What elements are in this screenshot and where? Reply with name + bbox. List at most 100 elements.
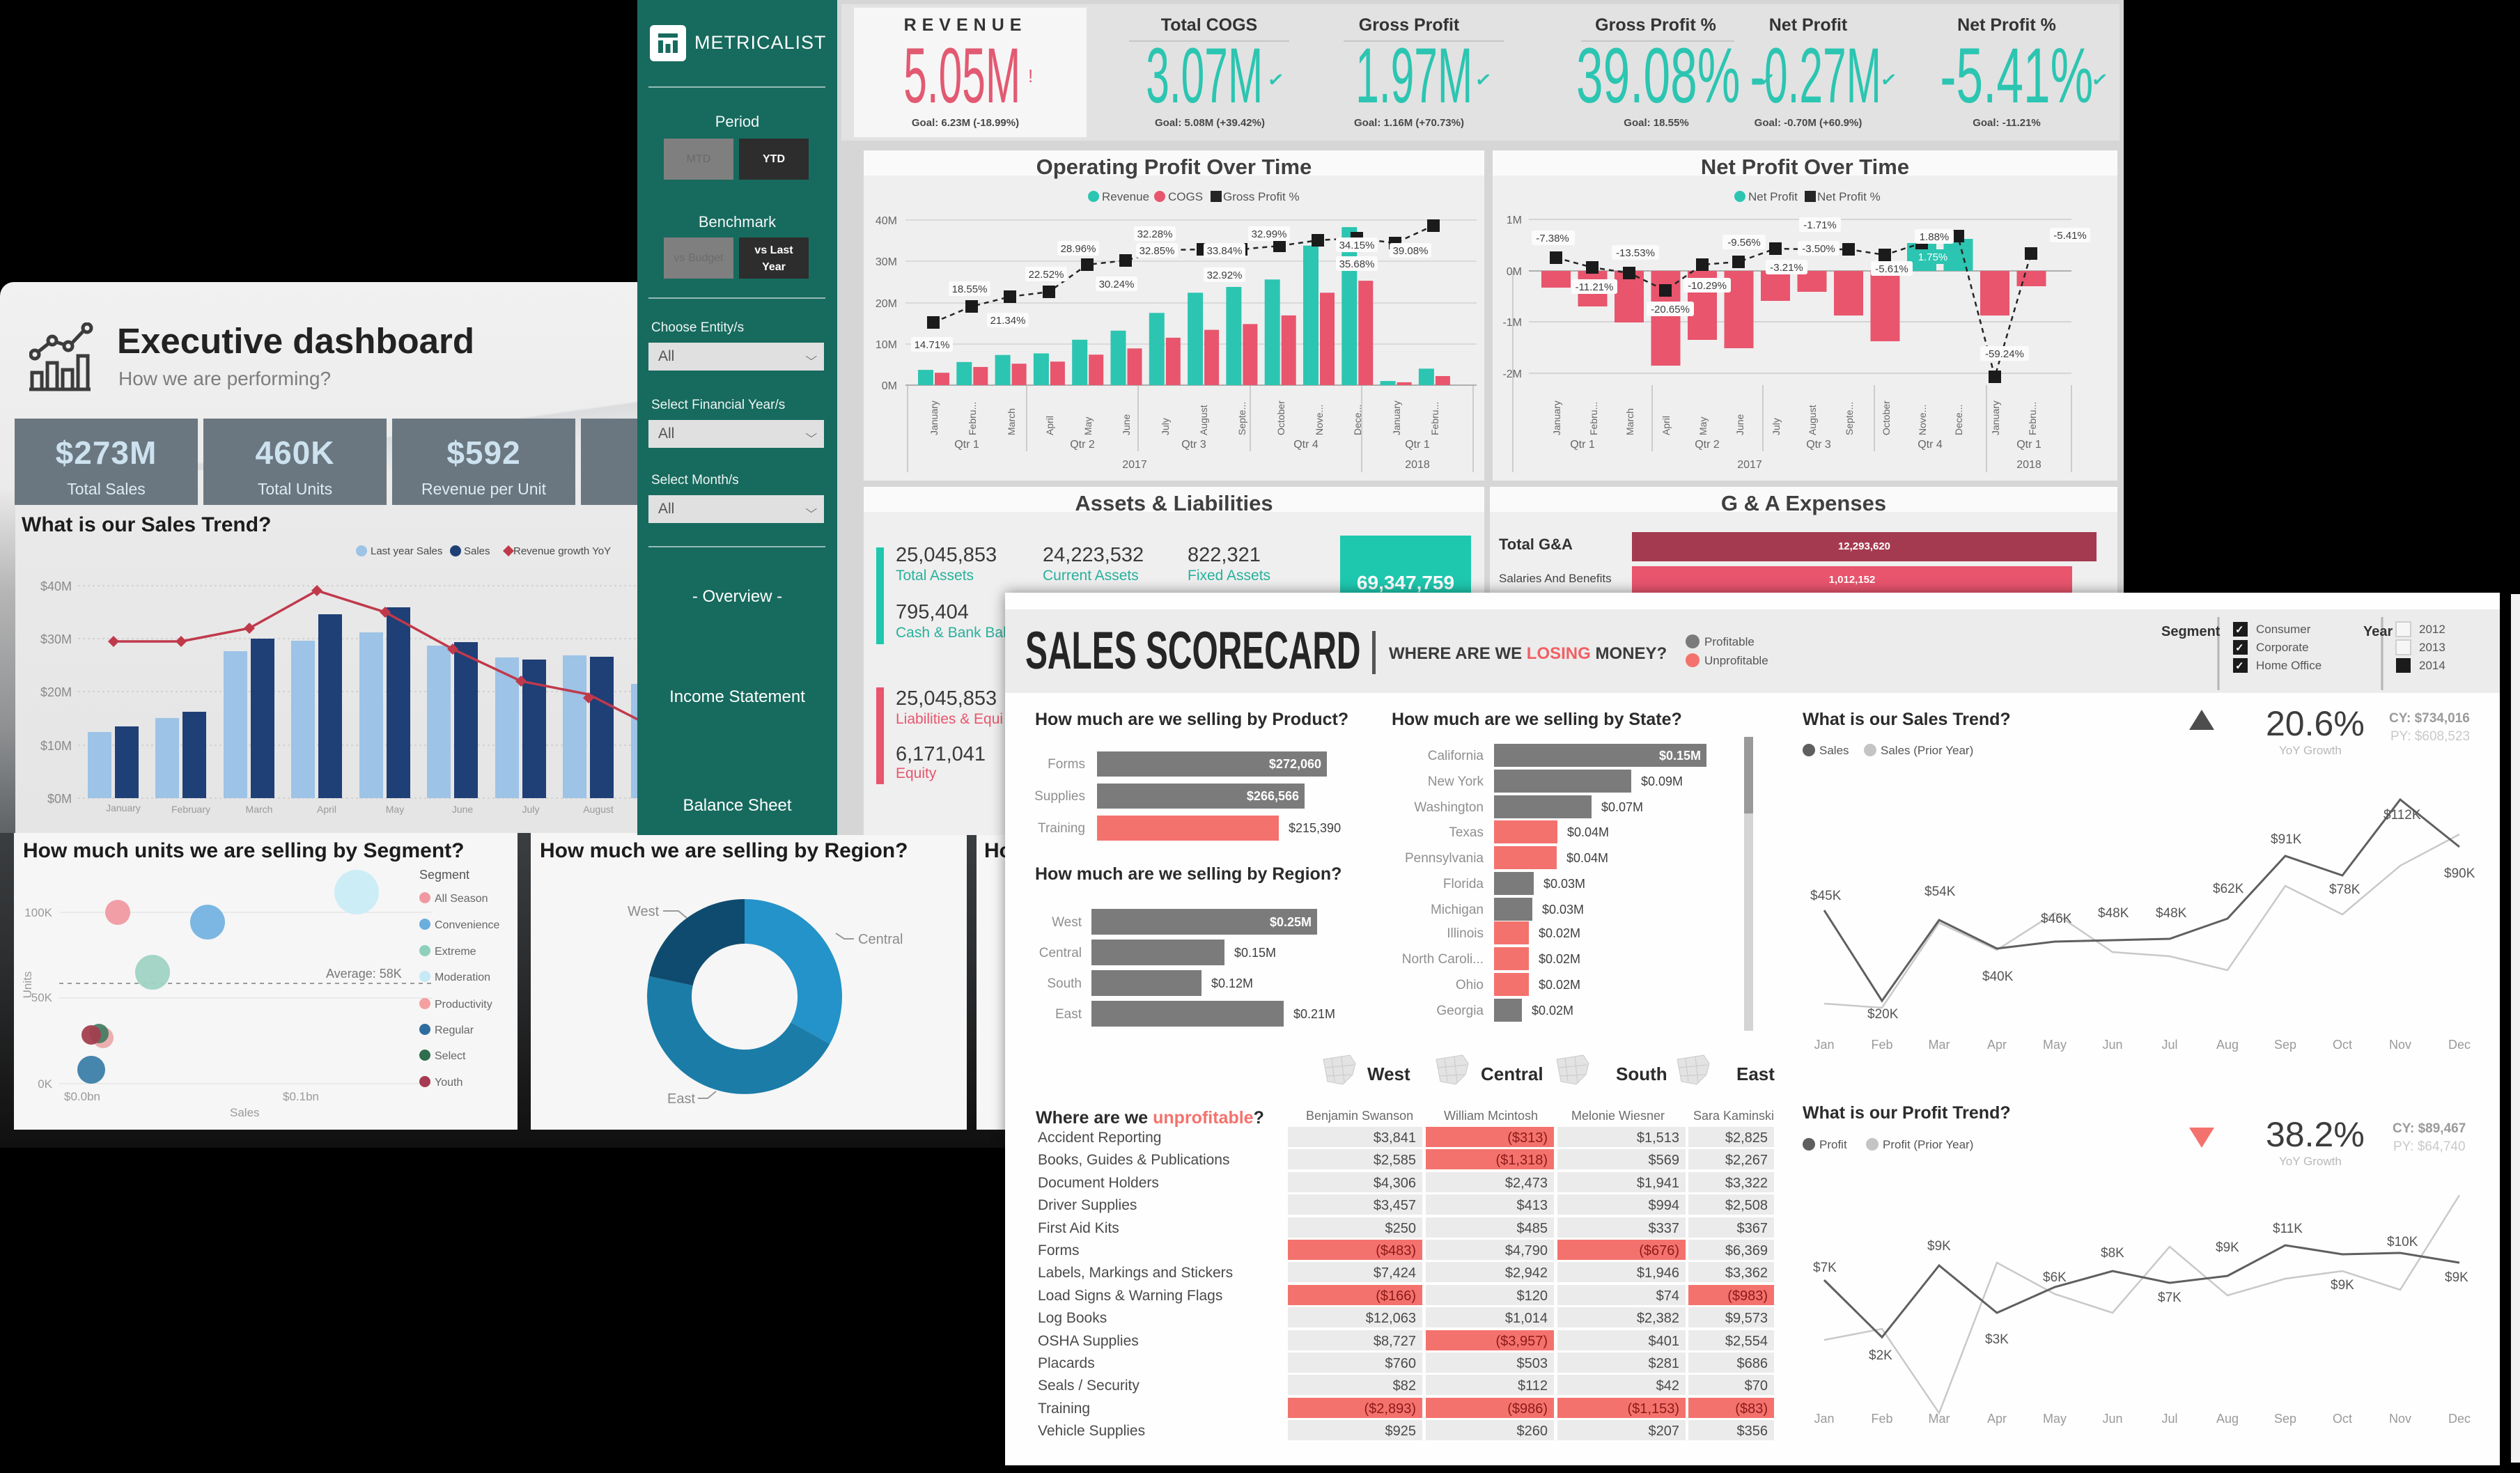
svg-text:May: May (386, 804, 404, 815)
svg-text:$120: $120 (1517, 1288, 1548, 1304)
svg-text:50K: 50K (31, 991, 53, 1004)
svg-text:($83): ($83) (1735, 1401, 1768, 1417)
svg-text:$0.02M: $0.02M (1532, 1004, 1573, 1018)
svg-text:$0.09M: $0.09M (1641, 774, 1683, 788)
svg-text:$337: $337 (1649, 1221, 1680, 1236)
svg-text:$6K: $6K (2043, 1270, 2067, 1285)
svg-text:Pennsylvania: Pennsylvania (1405, 851, 1484, 866)
svg-text:$9K: $9K (2331, 1278, 2354, 1293)
svg-text:Qtr 3: Qtr 3 (1181, 439, 1206, 451)
svg-text:March: March (1006, 408, 1017, 435)
svg-text:($1,318): ($1,318) (1496, 1153, 1548, 1168)
svg-text:Average: 58K: Average: 58K (326, 967, 402, 981)
svg-text:$250: $250 (1385, 1221, 1417, 1236)
svg-text:0M: 0M (1507, 266, 1522, 278)
svg-text:$9K: $9K (1927, 1239, 1951, 1254)
svg-text:$0.03M: $0.03M (1542, 903, 1584, 917)
svg-text:$0.21M: $0.21M (1293, 1007, 1335, 1021)
svg-text:$4,306: $4,306 (1374, 1176, 1416, 1191)
svg-text:Year: Year (2363, 624, 2393, 639)
svg-text:28.96%: 28.96% (1061, 243, 1096, 255)
svg-text:Seals / Security: Seals / Security (1038, 1378, 1140, 1394)
svg-text:$3,457: $3,457 (1374, 1198, 1416, 1213)
svg-text:$7,424: $7,424 (1374, 1265, 1416, 1281)
svg-text:$90K: $90K (2444, 866, 2475, 881)
svg-text:$74: $74 (1656, 1288, 1679, 1304)
svg-text:PY: $608,523: PY: $608,523 (2390, 729, 2470, 744)
svg-text:$0.02M: $0.02M (1539, 952, 1580, 966)
svg-text:Books, Guides & Publications: Books, Guides & Publications (1038, 1152, 1229, 1168)
svg-text:William Mcintosh: William Mcintosh (1444, 1109, 1538, 1123)
svg-text:Aug: Aug (2216, 1038, 2239, 1052)
svg-text:$0.02M: $0.02M (1539, 978, 1580, 992)
svg-text:$48K: $48K (2098, 906, 2129, 921)
svg-text:Driver Supplies: Driver Supplies (1038, 1197, 1137, 1213)
svg-text:$10M: $10M (40, 739, 72, 753)
svg-text:-1M: -1M (1502, 317, 1522, 329)
svg-text:West: West (1367, 1063, 1410, 1084)
svg-text:$10K: $10K (2387, 1235, 2418, 1249)
svg-text:($313): ($313) (1507, 1130, 1548, 1146)
svg-text:30M: 30M (876, 256, 897, 268)
svg-text:West: West (628, 904, 660, 919)
svg-text:Qtr 1: Qtr 1 (954, 439, 979, 451)
svg-text:Moderation: Moderation (435, 972, 490, 983)
svg-text:($2,893): ($2,893) (1364, 1401, 1417, 1417)
svg-text:Central: Central (1039, 946, 1082, 960)
svg-text:Gross Profit %: Gross Profit % (1223, 190, 1300, 203)
svg-text:$266,566: $266,566 (1247, 789, 1299, 803)
svg-text:Qtr 1: Qtr 1 (1405, 439, 1430, 451)
svg-text:1.75%: 1.75% (1918, 251, 1948, 263)
svg-text:January: January (928, 400, 940, 435)
svg-text:Qtr 4: Qtr 4 (1918, 439, 1943, 451)
svg-text:100K: 100K (24, 906, 52, 919)
svg-text:Last year Sales: Last year Sales (371, 545, 442, 557)
svg-text:18.55%: 18.55% (952, 283, 988, 295)
svg-text:$1,014: $1,014 (1505, 1311, 1548, 1326)
svg-text:$1,513: $1,513 (1637, 1130, 1679, 1146)
svg-text:Revenue growth YoY: Revenue growth YoY (513, 545, 611, 557)
svg-text:Training: Training (1038, 1401, 1090, 1417)
svg-text:-2M: -2M (1502, 368, 1522, 380)
svg-text:West: West (1052, 915, 1082, 930)
svg-text:$40K: $40K (1982, 969, 2014, 984)
svg-text:21.34%: 21.34% (990, 315, 1026, 327)
svg-text:Select: Select (435, 1050, 466, 1062)
svg-text:($3,957): ($3,957) (1496, 1334, 1548, 1349)
svg-text:2017: 2017 (1122, 459, 1147, 471)
svg-text:$0.02M: $0.02M (1539, 926, 1580, 940)
svg-text:Productivity: Productivity (435, 999, 492, 1011)
svg-text:Georgia: Georgia (1436, 1004, 1484, 1018)
svg-text:-11.21%: -11.21% (1576, 281, 1614, 293)
svg-text:$569: $569 (1649, 1153, 1680, 1168)
svg-text:$485: $485 (1517, 1221, 1548, 1236)
svg-text:Central: Central (858, 932, 903, 947)
svg-text:$40M: $40M (40, 579, 72, 593)
svg-text:✓: ✓ (2235, 642, 2244, 654)
svg-text:($986): ($986) (1507, 1401, 1548, 1417)
svg-text:38.2%: 38.2% (2266, 1115, 2365, 1154)
svg-text:$0.1bn: $0.1bn (283, 1090, 319, 1103)
svg-text:$6,369: $6,369 (1725, 1243, 1768, 1258)
svg-text:May: May (2043, 1038, 2067, 1052)
svg-text:2013: 2013 (2419, 641, 2445, 654)
svg-text:Net Profit %: Net Profit % (1817, 190, 1881, 203)
svg-text:May: May (1697, 417, 1709, 435)
svg-text:$20K: $20K (1867, 1007, 1899, 1022)
svg-text:Febru...: Febru... (1429, 402, 1440, 435)
svg-text:Apr: Apr (1987, 1038, 2007, 1052)
svg-text:Regular: Regular (435, 1024, 474, 1036)
svg-text:Apr: Apr (1987, 1412, 2007, 1426)
svg-text:Log Books: Log Books (1038, 1310, 1107, 1326)
svg-text:Jan: Jan (1814, 1038, 1834, 1052)
svg-text:$4,790: $4,790 (1505, 1243, 1548, 1258)
svg-text:Mar: Mar (1929, 1412, 1950, 1426)
svg-text:$3,362: $3,362 (1725, 1265, 1768, 1281)
svg-text:Nov: Nov (2389, 1412, 2411, 1426)
svg-text:April: April (317, 804, 336, 815)
svg-text:Unprofitable: Unprofitable (1704, 654, 1768, 667)
svg-text:Michigan: Michigan (1431, 903, 1484, 917)
svg-text:YoY Growth: YoY Growth (2279, 744, 2342, 757)
svg-text:32.92%: 32.92% (1207, 270, 1243, 281)
svg-text:YoY Growth: YoY Growth (2279, 1155, 2342, 1168)
